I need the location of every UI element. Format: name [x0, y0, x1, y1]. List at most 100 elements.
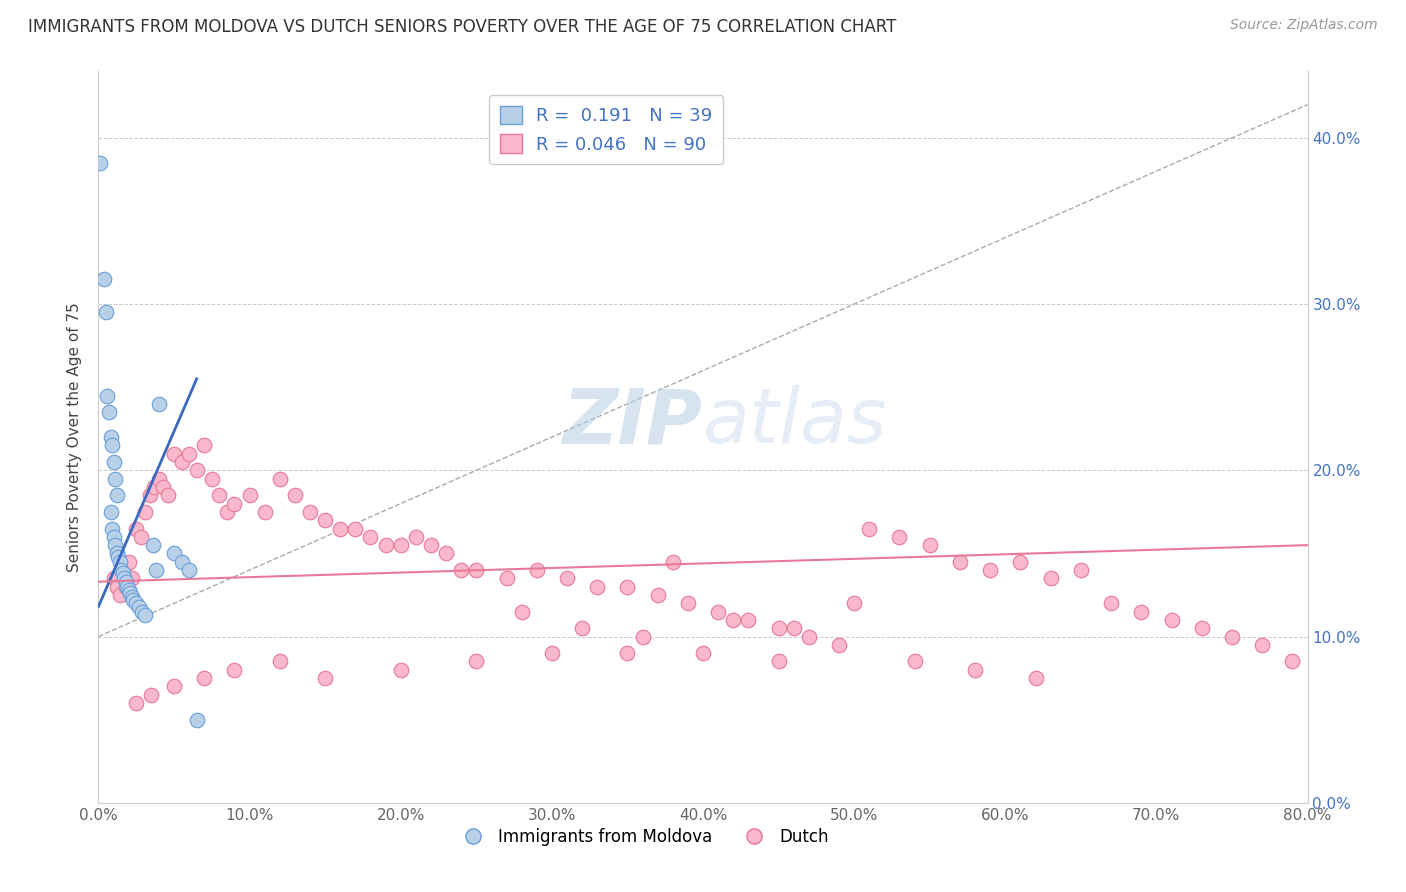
- Point: [89, 155, 111, 169]
- Point: [374, 538, 396, 552]
- Point: [107, 549, 129, 564]
- Point: [631, 630, 654, 644]
- Point: [344, 521, 367, 535]
- Text: ZIP: ZIP: [564, 385, 703, 459]
- Point: [844, 596, 866, 610]
- Point: [93, 272, 115, 286]
- Point: [707, 605, 730, 619]
- Point: [979, 563, 1001, 577]
- Point: [129, 530, 152, 544]
- Point: [121, 590, 143, 604]
- Point: [152, 480, 174, 494]
- Y-axis label: Seniors Poverty Over the Age of 75: Seniors Poverty Over the Age of 75: [67, 302, 83, 572]
- Point: [360, 530, 382, 544]
- Point: [965, 663, 987, 677]
- Point: [797, 630, 820, 644]
- Point: [389, 663, 412, 677]
- Point: [510, 605, 533, 619]
- Point: [692, 646, 714, 660]
- Point: [143, 480, 166, 494]
- Point: [949, 555, 972, 569]
- Point: [193, 438, 215, 452]
- Point: [98, 405, 121, 419]
- Point: [269, 472, 291, 486]
- Point: [1099, 596, 1122, 610]
- Point: [284, 488, 307, 502]
- Point: [179, 563, 201, 577]
- Point: [299, 505, 322, 519]
- Point: [100, 505, 122, 519]
- Point: [586, 580, 609, 594]
- Point: [104, 538, 127, 552]
- Point: [434, 546, 457, 560]
- Point: [1251, 638, 1274, 652]
- Point: [170, 555, 193, 569]
- Point: [768, 655, 790, 669]
- Point: [450, 563, 472, 577]
- Point: [100, 430, 122, 444]
- Point: [104, 472, 127, 486]
- Point: [118, 555, 141, 569]
- Point: [828, 638, 851, 652]
- Point: [96, 388, 118, 402]
- Point: [134, 607, 156, 622]
- Point: [125, 696, 148, 710]
- Point: [737, 613, 759, 627]
- Point: [495, 571, 517, 585]
- Point: [389, 538, 412, 552]
- Point: [420, 538, 443, 552]
- Point: [1191, 621, 1213, 635]
- Point: [163, 680, 186, 694]
- Point: [163, 546, 186, 560]
- Point: [179, 447, 201, 461]
- Point: [768, 621, 790, 635]
- Point: [555, 571, 578, 585]
- Point: [571, 621, 593, 635]
- Point: [105, 546, 128, 560]
- Point: [139, 488, 162, 502]
- Point: [1039, 571, 1062, 585]
- Point: [186, 463, 208, 477]
- Point: [1024, 671, 1046, 685]
- Point: [121, 571, 143, 585]
- Point: [134, 505, 156, 519]
- Point: [1220, 630, 1243, 644]
- Point: [215, 505, 238, 519]
- Legend: Immigrants from Moldova, Dutch: Immigrants from Moldova, Dutch: [450, 822, 835, 853]
- Point: [142, 538, 165, 552]
- Point: [858, 521, 880, 535]
- Point: [193, 671, 215, 685]
- Point: [114, 574, 136, 589]
- Point: [108, 588, 131, 602]
- Point: [112, 571, 135, 585]
- Point: [208, 488, 231, 502]
- Point: [110, 563, 132, 577]
- Point: [101, 438, 124, 452]
- Point: [101, 521, 124, 535]
- Point: [1070, 563, 1092, 577]
- Point: [1010, 555, 1032, 569]
- Point: [156, 488, 179, 502]
- Point: [314, 513, 336, 527]
- Point: [1281, 655, 1303, 669]
- Point: [783, 621, 806, 635]
- Point: [148, 472, 170, 486]
- Point: [125, 521, 148, 535]
- Point: [540, 646, 562, 660]
- Point: [186, 713, 208, 727]
- Point: [224, 497, 246, 511]
- Point: [114, 580, 136, 594]
- Point: [105, 580, 128, 594]
- Point: [125, 596, 148, 610]
- Point: [105, 488, 128, 502]
- Point: [889, 530, 911, 544]
- Point: [224, 663, 246, 677]
- Point: [329, 521, 352, 535]
- Point: [103, 571, 125, 585]
- Point: [103, 530, 125, 544]
- Point: [904, 655, 927, 669]
- Point: [616, 646, 638, 660]
- Point: [115, 580, 138, 594]
- Point: [723, 613, 745, 627]
- Point: [647, 588, 669, 602]
